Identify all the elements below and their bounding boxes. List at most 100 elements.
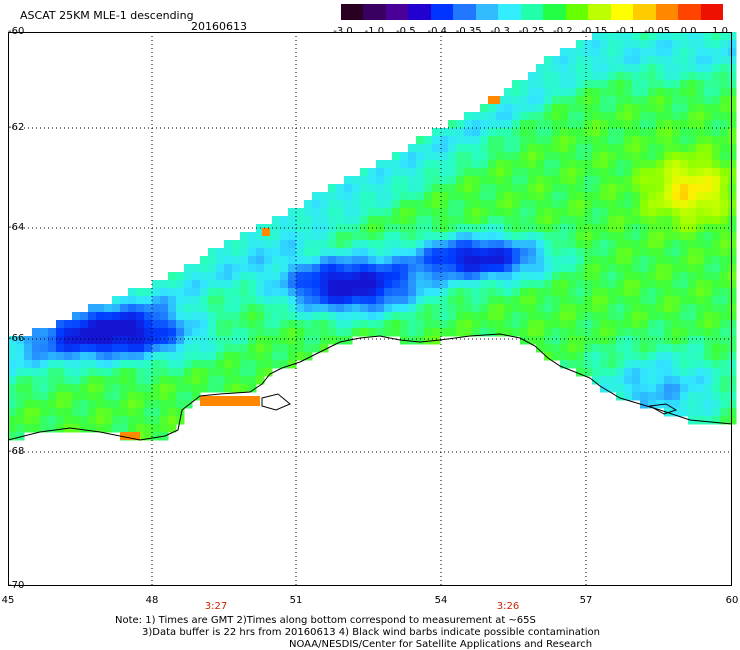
field-cell: [472, 320, 481, 329]
field-cell: [552, 128, 561, 137]
field-cell: [128, 296, 137, 305]
field-cell: [696, 168, 705, 177]
field-cell: [552, 208, 561, 217]
field-cell: [424, 296, 433, 305]
field-cell: [208, 256, 217, 265]
field-cell: [688, 304, 697, 313]
field-cell: [672, 288, 681, 297]
field-cell: [536, 200, 545, 209]
field-cell: [656, 184, 665, 193]
field-cell: [256, 352, 265, 361]
field-cell: [512, 264, 521, 273]
field-cell: [424, 200, 433, 209]
field-cell: [376, 176, 385, 185]
field-cell: [88, 312, 97, 321]
field-cell: [552, 248, 561, 257]
field-cell: [200, 360, 209, 369]
field-cell: [464, 296, 473, 305]
field-cell: [400, 248, 409, 257]
field-cell: [696, 80, 705, 89]
field-cell: [536, 192, 545, 201]
field-cell: [624, 376, 633, 385]
field-cell: [440, 200, 449, 209]
field-cell: [360, 264, 369, 273]
field-cell: [592, 136, 601, 145]
field-cell: [720, 88, 729, 97]
colorbar-tick-label: -0.15: [581, 26, 607, 37]
field-cell: [664, 160, 673, 169]
field-cell: [80, 320, 89, 329]
field-cell: [160, 304, 169, 313]
field-cell: [536, 256, 545, 265]
field-cell: [488, 104, 497, 113]
field-cell: [384, 240, 393, 249]
field-cell: [304, 304, 313, 313]
field-cell: [40, 384, 49, 393]
field-cell: [488, 176, 497, 185]
field-cell: [464, 288, 473, 297]
field-cell: [632, 360, 641, 369]
field-cell: [640, 360, 649, 369]
field-cell: [656, 96, 665, 105]
field-cell: [400, 192, 409, 201]
field-cell: [632, 88, 641, 97]
field-cell: [152, 416, 161, 425]
field-cell: [264, 296, 273, 305]
field-cell: [40, 368, 49, 377]
field-cell: [688, 296, 697, 305]
field-cell: [544, 280, 553, 289]
field-cell: [632, 376, 641, 385]
field-cell: [664, 248, 673, 257]
field-cell: [504, 320, 513, 329]
field-cell: [728, 72, 737, 81]
field-cell: [16, 416, 25, 425]
field-cell: [176, 336, 185, 345]
field-cell: [552, 136, 561, 145]
field-cell: [336, 288, 345, 297]
field-cell: [568, 320, 577, 329]
field-cell: [728, 336, 737, 345]
field-cell: [672, 256, 681, 265]
field-cell: [640, 368, 649, 377]
field-cell: [56, 368, 65, 377]
field-cell: [224, 280, 233, 289]
field-cell: [592, 48, 601, 57]
field-cell: [48, 384, 57, 393]
field-cell: [728, 32, 737, 41]
field-cell: [96, 392, 105, 401]
field-cell: [384, 304, 393, 313]
field-cell: [648, 88, 657, 97]
field-cell: [552, 312, 561, 321]
field-cell: [608, 192, 617, 201]
field-cell: [464, 264, 473, 273]
field-cell: [592, 32, 601, 41]
field-cell: [448, 128, 457, 137]
field-cell: [280, 272, 289, 281]
field-cell: [672, 320, 681, 329]
field-cell: [688, 360, 697, 369]
field-cell: [144, 288, 153, 297]
field-cell: [64, 328, 73, 337]
field-cell: [552, 184, 561, 193]
field-cell: [640, 216, 649, 225]
field-cell: [312, 344, 321, 353]
field-cell: [672, 88, 681, 97]
field-cell: [672, 328, 681, 337]
field-cell: [352, 264, 361, 273]
field-cell: [432, 192, 441, 201]
field-cell: [440, 208, 449, 217]
field-cell: [720, 184, 729, 193]
field-cell: [112, 344, 121, 353]
field-cell: [152, 400, 161, 409]
field-cell: [712, 192, 721, 201]
field-cell: [464, 216, 473, 225]
field-cell: [320, 272, 329, 281]
field-cell: [136, 376, 145, 385]
field-cell: [96, 368, 105, 377]
field-cell: [216, 336, 225, 345]
field-cell: [262, 228, 270, 236]
colorbar-tick-label: -0.3: [490, 26, 510, 37]
field-cell: [448, 208, 457, 217]
field-cell: [512, 232, 521, 241]
field-cell: [664, 112, 673, 121]
